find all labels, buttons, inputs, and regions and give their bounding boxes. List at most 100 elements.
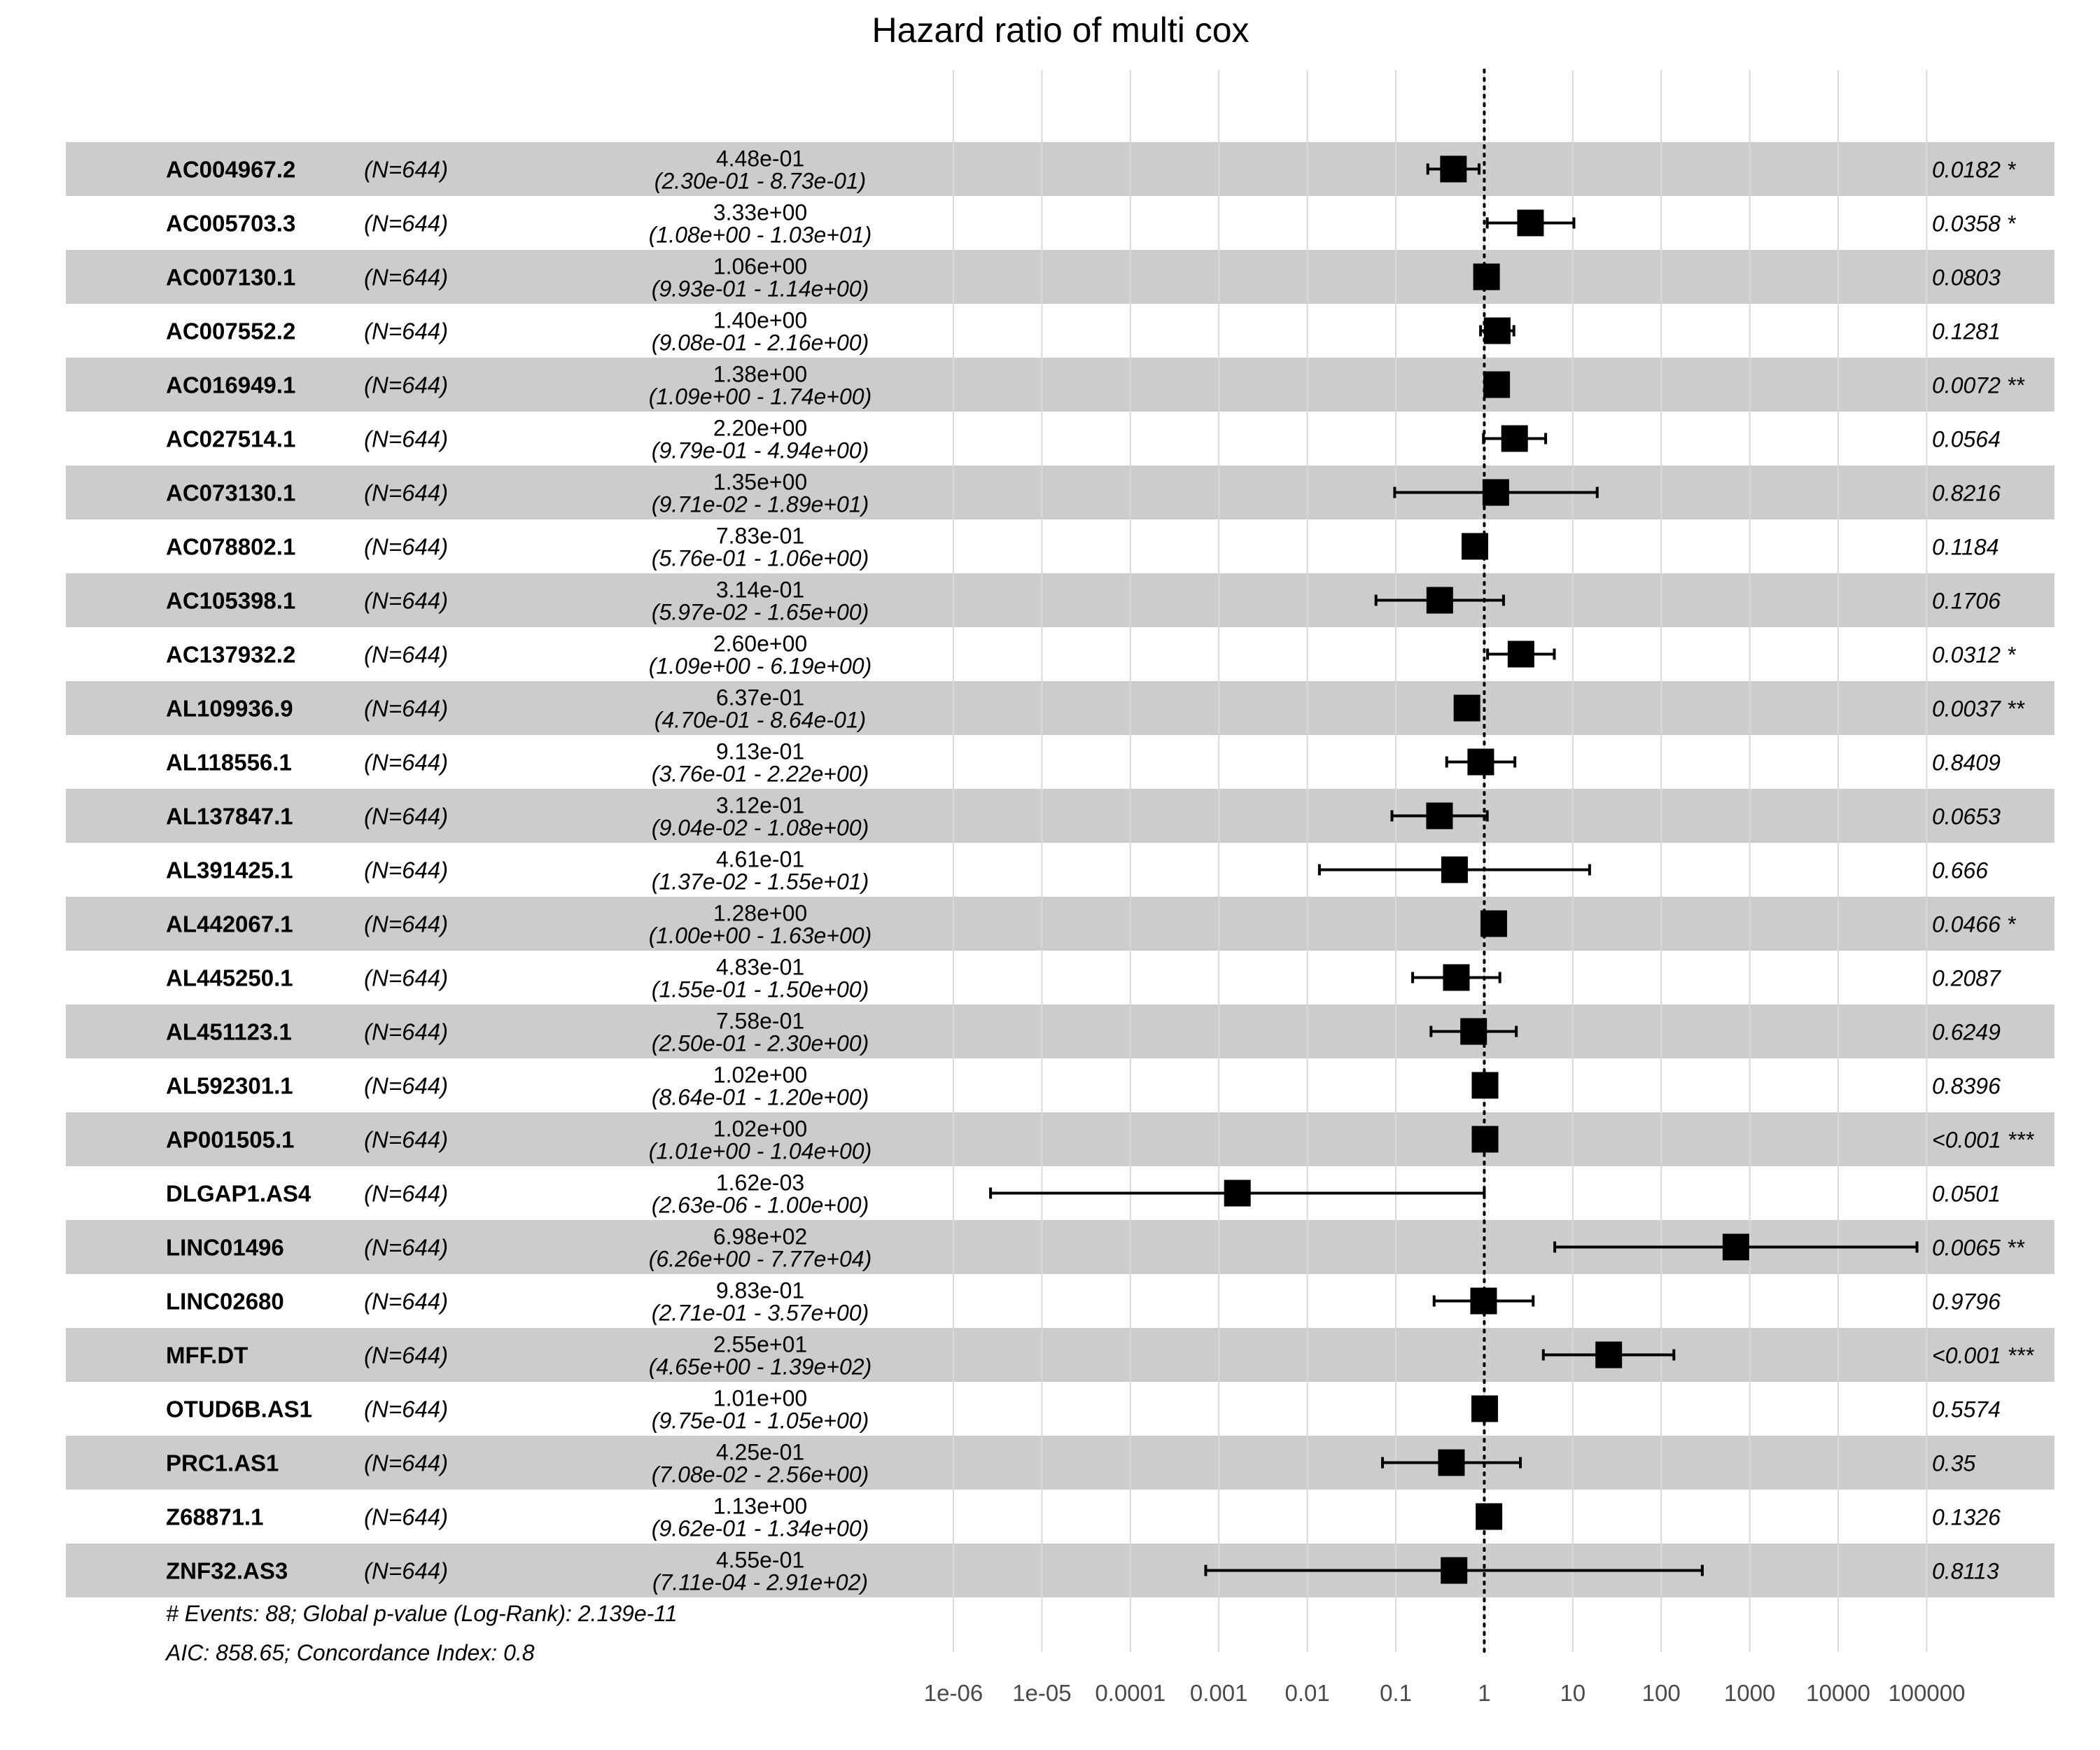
hr-label: 1.62e-03 <box>716 1170 804 1196</box>
p-value-label: 0.2087 <box>1932 966 2001 991</box>
hr-label: 7.58e-01 <box>716 1009 804 1034</box>
n-label: (N=644) <box>364 750 448 776</box>
n-label: (N=644) <box>364 965 448 991</box>
n-label: (N=644) <box>364 642 448 668</box>
n-label: (N=644) <box>364 1289 448 1315</box>
hr-label: 7.83e-01 <box>716 524 804 549</box>
table-row: AC005703.3 (N=644) 3.33e+00(1.08e+00 - 1.0… <box>166 200 2017 248</box>
x-tick-label: 0.01 <box>1284 1680 1329 1706</box>
variable-label: AC005703.3 <box>166 211 295 237</box>
grid-lines <box>953 70 1928 1652</box>
variable-label: LINC02680 <box>166 1289 284 1315</box>
table-rows: AC004967.2 (N=644) 4.48e-01(2.30e-01 - 8.7… <box>166 146 2035 1595</box>
p-value-label: 0.0501 <box>1932 1182 2001 1207</box>
x-tick-label: 0.0001 <box>1095 1680 1166 1706</box>
x-axis-ticks: 1e-06 1e-05 0.0001 0.001 0.01 0.1 1 10 100 1000 10… <box>924 1680 1966 1706</box>
p-value-label: 0.5574 <box>1932 1397 2001 1422</box>
hr-label: 1.13e+00 <box>713 1494 807 1519</box>
hr-point <box>1441 856 1468 883</box>
table-row: AC137932.2 (N=644) 2.60e+00(1.09e+00 - 6.1… <box>166 631 2017 679</box>
hr-point <box>1471 1072 1499 1099</box>
ci-label: (9.08e-01 - 2.16e+00) <box>652 330 869 356</box>
p-value-label: 0.0358 * <box>1932 211 2017 237</box>
table-row: AP001505.1 (N=644) 1.02e+00(1.01e+00 - 1.0… <box>166 1116 2035 1164</box>
x-tick-label: 100000 <box>1888 1680 1965 1706</box>
ci-label: (4.65e+00 - 1.39e+02) <box>649 1354 872 1380</box>
table-row: AL109936.9 (N=644) 6.37e-01(4.70e-01 - 8.6… <box>166 685 2025 733</box>
ci-label: (3.76e-01 - 2.22e+00) <box>652 762 869 787</box>
p-value-label: <0.001 *** <box>1932 1343 2035 1368</box>
ci-label: (2.71e-01 - 3.57e+00) <box>652 1301 869 1326</box>
table-row: Z68871.1 (N=644) 1.13e+00(9.62e-01 - 1.34e… <box>166 1494 2001 1541</box>
variable-label: AL445250.1 <box>166 965 293 991</box>
chart-title: Hazard ratio of multi cox <box>872 10 1249 50</box>
n-label: (N=644) <box>364 1127 448 1153</box>
variable-label: MFF.DT <box>166 1343 248 1368</box>
variable-label: AC105398.1 <box>166 588 295 614</box>
table-row: AC105398.1 (N=644) 3.14e-01(5.97e-02 - 1.6… <box>166 578 2001 625</box>
ci-label: (9.79e-01 - 4.94e+00) <box>652 438 869 463</box>
hr-label: 1.28e+00 <box>713 901 807 926</box>
ci-label: (1.37e-02 - 1.55e+01) <box>652 869 869 895</box>
n-label: (N=644) <box>364 1235 448 1261</box>
n-label: (N=644) <box>364 265 448 290</box>
ci-label: (9.93e-01 - 1.14e+00) <box>652 276 869 302</box>
hr-point <box>1473 263 1500 290</box>
hr-point <box>1441 1557 1468 1584</box>
x-tick-label: 1000 <box>1724 1680 1775 1706</box>
p-value-label: 0.8409 <box>1932 750 2001 776</box>
hr-point <box>1460 1018 1488 1045</box>
ci-label: (1.08e+00 - 1.03e+01) <box>649 223 872 248</box>
row-stripe <box>66 681 2054 735</box>
hr-point <box>1426 802 1453 830</box>
n-label: (N=644) <box>364 426 448 452</box>
variable-label: AL109936.9 <box>166 696 293 722</box>
row-stripe <box>66 897 2054 951</box>
p-value-label: 0.0037 ** <box>1932 696 2025 722</box>
ci-label: (1.09e+00 - 6.19e+00) <box>649 654 872 679</box>
hr-label: 2.60e+00 <box>713 631 807 657</box>
ci-label: (7.08e-02 - 2.56e+00) <box>652 1462 869 1488</box>
ci-label: (9.75e-01 - 1.05e+00) <box>652 1408 869 1434</box>
n-label: (N=644) <box>364 804 448 830</box>
p-value-label: 0.0312 * <box>1932 643 2017 668</box>
n-label: (N=644) <box>364 1343 448 1368</box>
variable-label: LINC01496 <box>166 1235 284 1261</box>
variable-label: AP001505.1 <box>166 1127 294 1153</box>
n-label: (N=644) <box>364 211 448 237</box>
table-row: AL137847.1 (N=644) 3.12e-01(9.04e-02 - 1.0… <box>166 793 2001 841</box>
hr-point <box>1480 910 1507 937</box>
n-label: (N=644) <box>364 858 448 883</box>
variable-label: AC007552.2 <box>166 318 295 344</box>
p-value-label: 0.0653 <box>1932 804 2001 830</box>
hr-label: 2.20e+00 <box>713 416 807 441</box>
ci-label: (9.62e-01 - 1.34e+00) <box>652 1516 869 1541</box>
ci-label: (1.01e+00 - 1.04e+00) <box>649 1139 872 1164</box>
ci-label: (5.76e-01 - 1.06e+00) <box>652 546 869 571</box>
hr-point <box>1438 1449 1465 1476</box>
hr-point <box>1483 371 1511 398</box>
n-label: (N=644) <box>364 534 448 560</box>
hr-label: 3.12e-01 <box>716 793 804 818</box>
ci-label: (2.30e-01 - 8.73e-01) <box>654 169 866 194</box>
p-value-label: 0.0803 <box>1932 265 2001 290</box>
ci-label: (2.63e-06 - 1.00e+00) <box>652 1193 869 1218</box>
p-value-label: 0.0466 * <box>1932 912 2017 937</box>
row-stripe <box>66 358 2054 412</box>
x-tick-label: 10 <box>1560 1680 1586 1706</box>
p-value-label: 0.0564 <box>1932 427 2001 452</box>
table-row: DLGAP1.AS4 (N=644) 1.62e-03(2.63e-06 - 1.0… <box>166 1170 2001 1218</box>
ci-label: (9.04e-02 - 1.08e+00) <box>652 816 869 841</box>
variable-label: OTUD6B.AS1 <box>166 1396 312 1422</box>
variable-label: DLGAP1.AS4 <box>166 1181 312 1207</box>
x-tick-label: 0.001 <box>1190 1680 1248 1706</box>
ci-label: (1.55e-01 - 1.50e+00) <box>652 977 869 1002</box>
n-label: (N=644) <box>364 480 448 506</box>
row-stripe <box>66 250 2054 304</box>
x-tick-label: 0.1 <box>1380 1680 1412 1706</box>
table-row: AL445250.1 (N=644) 4.83e-01(1.55e-01 - 1.5… <box>166 955 2001 1002</box>
x-tick-label: 100 <box>1642 1680 1681 1706</box>
variable-label: PRC1.AS1 <box>166 1450 279 1476</box>
row-stripe <box>66 1328 2054 1382</box>
